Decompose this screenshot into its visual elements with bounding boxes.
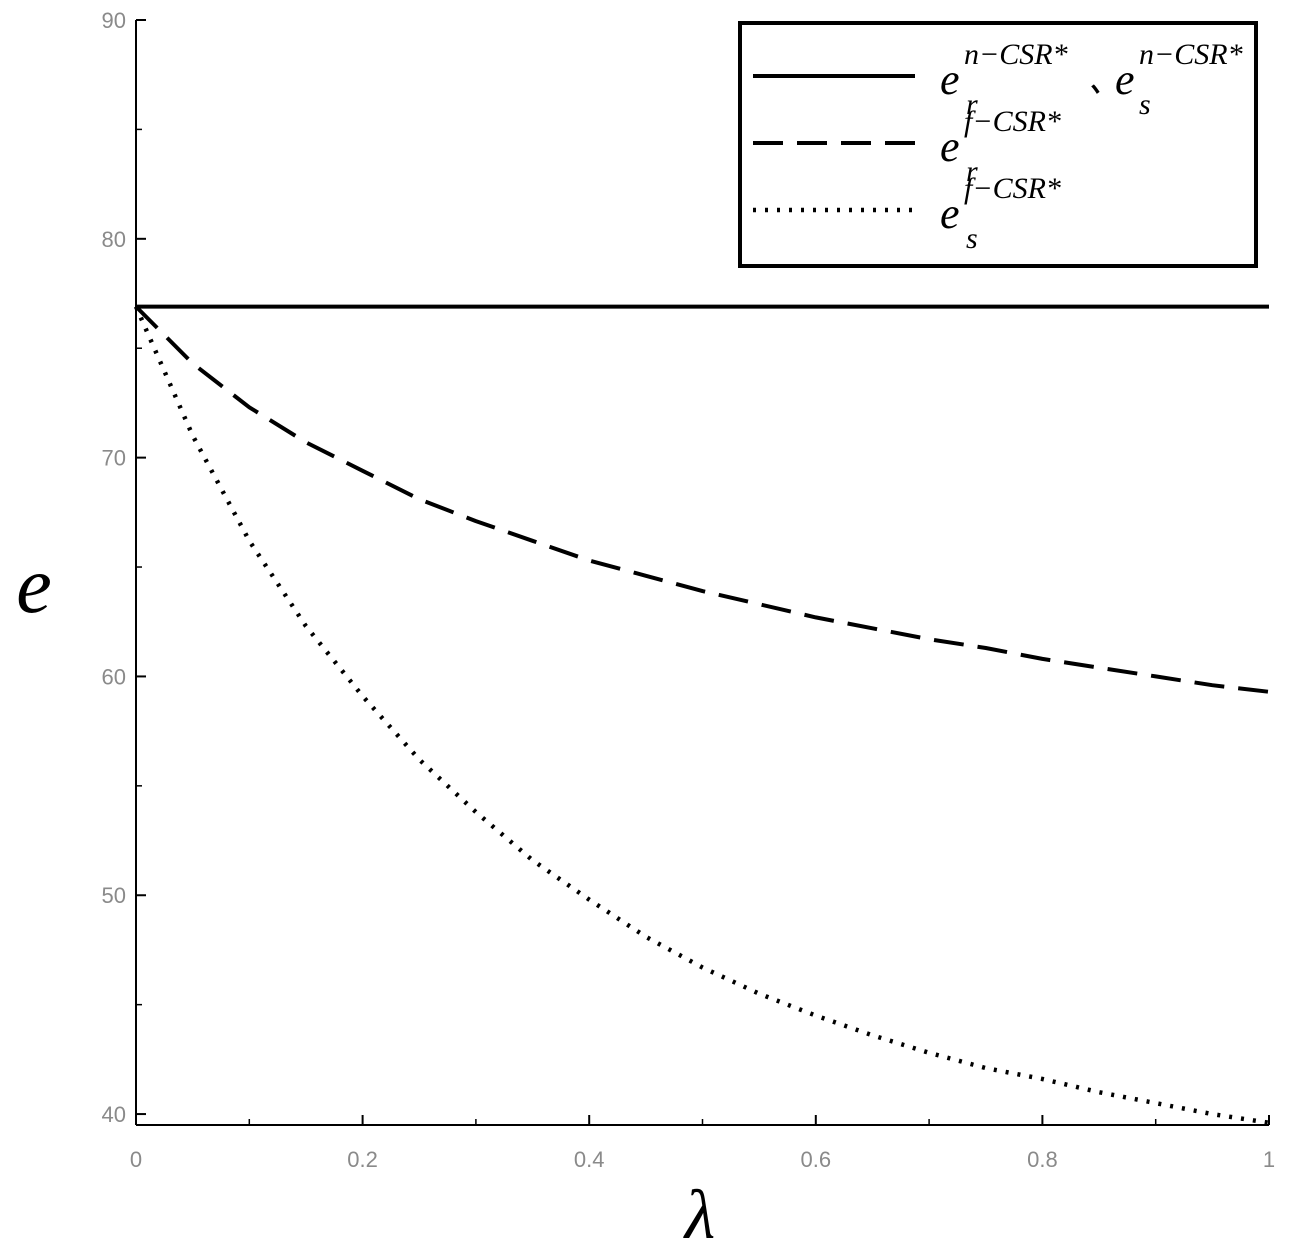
y-axis-label: e: [16, 542, 52, 630]
series-line-s-f-csr: [133, 305, 1270, 1126]
y-tick-label: 40: [102, 1102, 126, 1127]
x-tick-label: 0.2: [347, 1147, 378, 1172]
legend-separator: 、: [1088, 63, 1122, 100]
legend-label-sub: s: [1139, 88, 1151, 121]
legend-label: e: [1115, 55, 1135, 104]
axes: 40 50 60 70 80 90 0 0.2 0.4 0.6 0.8 1: [102, 8, 1276, 1172]
legend-label-sup: n−CSR*: [964, 38, 1068, 71]
series-line-r-f-csr: [134, 305, 1270, 694]
legend-entry-s-f-csr: ef−CSR* s: [753, 172, 1061, 255]
legend-entry-r-f-csr: ef−CSR* r: [753, 105, 1061, 188]
x-tick-label: 0.4: [574, 1147, 605, 1172]
x-axis-label: λ: [683, 1177, 715, 1250]
y-tick-label: 50: [102, 883, 126, 908]
legend-label-sup: n−CSR*: [1139, 38, 1243, 71]
legend-label: e: [940, 122, 960, 171]
legend-label-sup: f−CSR*: [964, 105, 1061, 138]
legend-entry-n-csr: en−CSR*r、en−CSR*s: [753, 38, 1243, 121]
series-lines: [133, 304, 1270, 1126]
x-tick-label: 0: [130, 1147, 142, 1172]
y-tick-label: 70: [102, 446, 126, 471]
legend-label-sub: s: [966, 222, 978, 255]
x-tick-label: 0.8: [1027, 1147, 1058, 1172]
legend-label: e: [940, 189, 960, 238]
x-tick-label: 1: [1263, 1147, 1275, 1172]
legend-label: e: [940, 55, 960, 104]
legend: en−CSR*r、en−CSR*sef−CSR*ref−CSR*s: [738, 21, 1258, 268]
legend-label-sub: r: [966, 155, 978, 188]
legend-label-sup: f−CSR*: [964, 172, 1061, 205]
legend-label-sub: r: [966, 88, 978, 121]
x-tick-label: 0.6: [801, 1147, 832, 1172]
y-tick-label: 60: [102, 664, 126, 689]
y-tick-label: 90: [102, 8, 126, 33]
y-tick-label: 80: [102, 227, 126, 252]
